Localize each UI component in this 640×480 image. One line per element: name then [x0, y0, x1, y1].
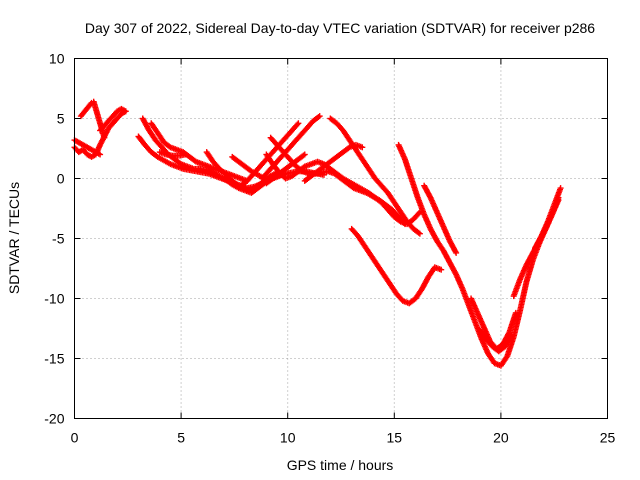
x-tick-label: 25 [600, 430, 616, 446]
x-tick-label: 0 [71, 430, 79, 446]
y-tick-label: 10 [49, 51, 65, 67]
y-axis-label: SDTVAR / TECUs [6, 182, 22, 294]
y-tick-label: -15 [44, 351, 64, 367]
data-point [295, 120, 302, 127]
chart-title: Day 307 of 2022, Sidereal Day-to-day VTE… [85, 20, 595, 36]
data-point [301, 151, 308, 158]
data-point [453, 249, 460, 256]
y-tick-label: 5 [57, 111, 65, 127]
y-tick-label: -20 [44, 411, 64, 427]
data-point [294, 121, 301, 128]
data-series [71, 98, 564, 369]
data-point [512, 309, 519, 316]
data-point [415, 229, 422, 236]
y-tick-label: -5 [52, 231, 65, 247]
data-point [416, 230, 423, 237]
x-tick-label: 20 [493, 430, 509, 446]
data-point [359, 144, 366, 151]
y-tick-label: 0 [57, 171, 65, 187]
data-point [101, 134, 108, 141]
data-point [438, 266, 445, 273]
axis-ticks: 0 5 10 15 20 25 10 5 0 -5 -10 -15 -20 [44, 51, 615, 446]
x-axis-label: GPS time / hours [287, 457, 394, 473]
data-point [300, 152, 307, 159]
y-tick-label: -10 [44, 291, 64, 307]
data-point [316, 113, 323, 120]
data-point [182, 151, 189, 158]
plot-frame [74, 58, 608, 419]
data-point [557, 185, 564, 192]
grid [74, 58, 608, 419]
data-point [508, 331, 515, 338]
data-point [122, 108, 129, 115]
x-tick-label: 15 [387, 430, 403, 446]
x-tick-label: 10 [280, 430, 296, 446]
data-point [97, 151, 104, 158]
x-tick-label: 5 [177, 430, 185, 446]
data-point [315, 114, 322, 121]
